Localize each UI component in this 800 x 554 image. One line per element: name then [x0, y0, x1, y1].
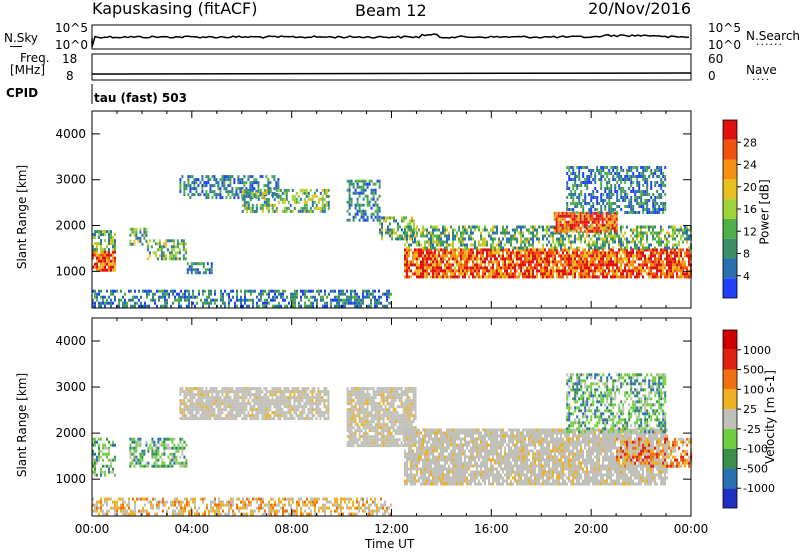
- cpid-value: tau (fast) 503: [94, 91, 187, 105]
- xtick-label: 00:00: [75, 522, 110, 536]
- freq-label: Freq.: [20, 51, 50, 65]
- power-colorbar-label: 28: [743, 136, 757, 149]
- velocity-colorbar-segment: [723, 428, 737, 449]
- velocity-colorbar-label: -100: [743, 443, 768, 456]
- power-colorbar-segment: [723, 139, 737, 160]
- velocity-ytick-label: 4000: [55, 334, 86, 348]
- velocity-data-cells: [92, 373, 693, 516]
- velocity-colorbar-segment: [723, 369, 737, 390]
- velocity-colorbar-label: 100: [743, 383, 764, 396]
- x-axis-title: Time UT: [365, 537, 415, 551]
- nsky-tick-high: 10^5: [55, 21, 88, 35]
- velocity-colorbar-frame: [722, 329, 738, 509]
- nave-dotted-key: ····: [752, 73, 770, 86]
- velocity-colorbar-label: 25: [743, 403, 757, 416]
- cpid-label: CPID: [6, 86, 39, 100]
- power-ytick-label: 2000: [55, 219, 86, 233]
- power-colorbar-segment: [723, 238, 737, 259]
- power-colorbar-label: 4: [743, 270, 750, 283]
- power-data-cells: [92, 166, 692, 308]
- nsky-series-line: [91, 33, 690, 48]
- velocity-colorbar-segment: [723, 330, 737, 350]
- beam-label: Beam 12: [355, 1, 427, 20]
- velocity-colorbar-segment: [723, 349, 737, 370]
- nsearch-tick-high: 10^5: [708, 21, 741, 35]
- power-colorbar-segment: [723, 120, 737, 140]
- power-colorbar-label: 12: [743, 225, 757, 238]
- xtick-label: 20:00: [574, 522, 609, 536]
- velocity-colorbar-segment: [723, 468, 737, 489]
- power-colorbar-segment: [723, 218, 737, 239]
- power-colorbar-segment: [723, 258, 737, 279]
- xtick-label: 12:00: [374, 522, 409, 536]
- power-colorbar-label: 24: [743, 159, 757, 172]
- velocity-ytick-label: 2000: [55, 426, 86, 440]
- station-title: Kapuskasing (fitACF): [92, 0, 258, 18]
- nave-series-line: [91, 72, 692, 75]
- power-colorbar-segment: [723, 179, 737, 200]
- nsky-tick-low: 10^0: [55, 38, 88, 52]
- velocity-colorbar-segment: [723, 448, 737, 469]
- power-colorbar-segment: [723, 278, 737, 298]
- velocity-colorbar-label: -500: [743, 462, 768, 475]
- velocity-ytick-label: 1000: [55, 472, 86, 486]
- velocity-colorbar-segment: [723, 488, 737, 508]
- freq-tick-low: 8: [66, 69, 74, 83]
- velocity-colorbar-segment: [723, 409, 737, 429]
- velocity-colorbar-label: 1000: [743, 344, 771, 357]
- nsky-label: N.Sky: [4, 31, 39, 45]
- nsearch-dotted-key: ······: [756, 38, 783, 51]
- velocity-colorbar-label: 500: [743, 364, 764, 377]
- nave-label: Nave: [746, 63, 777, 77]
- nave-tick-low: 0: [708, 69, 716, 83]
- freq-series-line: [91, 72, 692, 75]
- power-colorbar-segment: [723, 199, 737, 219]
- xtick-label: 08:00: [274, 522, 309, 536]
- nsearch-tick-low: 10^0: [708, 38, 741, 52]
- nsky-panel-frame: [91, 24, 692, 50]
- nave-tick-high: 60: [708, 52, 724, 66]
- xtick-label: 00:00: [674, 522, 709, 536]
- velocity-colorbar-label: -25: [743, 423, 761, 436]
- freq-unit: [MHz]: [10, 63, 46, 77]
- date-label: 20/Nov/2016: [588, 0, 692, 18]
- velocity-ytick-label: 3000: [55, 380, 86, 394]
- power-colorbar-label: 8: [743, 248, 750, 261]
- freq-tick-high: 18: [62, 52, 78, 66]
- velocity-colorbar-label: -1000: [743, 482, 775, 495]
- nsky-underline: [10, 46, 22, 47]
- power-ytick-label: 4000: [55, 127, 86, 141]
- power-ytick-label: 1000: [55, 264, 86, 278]
- power-ytick-label: 3000: [55, 173, 86, 187]
- power-colorbar-label: 16: [743, 203, 757, 216]
- freq-panel-frame: [91, 53, 692, 81]
- xtick-label: 04:00: [175, 522, 210, 536]
- velocity-colorbar-segment: [723, 389, 737, 410]
- power-colorbar-label: 20: [743, 181, 757, 194]
- nsearch-label: N.Search: [746, 29, 800, 43]
- xtick-label: 16:00: [474, 522, 509, 536]
- power-colorbar-segment: [723, 159, 737, 180]
